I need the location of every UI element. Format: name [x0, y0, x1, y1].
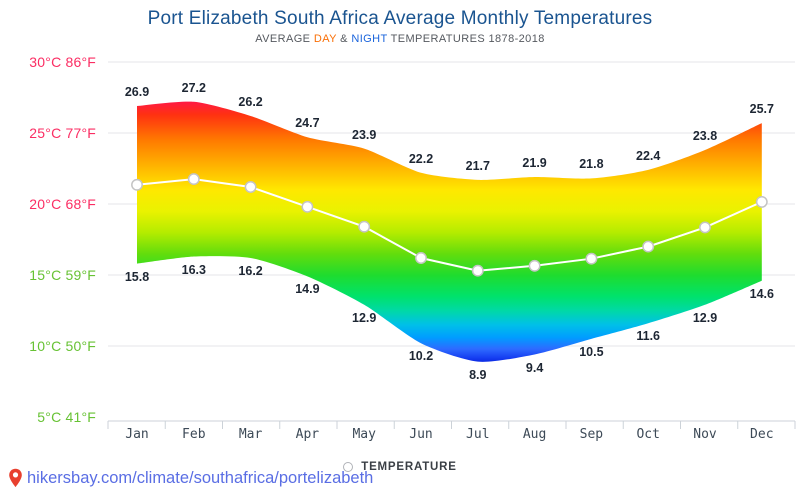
month-label: Nov — [693, 427, 717, 442]
mean-temperature-marker[interactable] — [585, 252, 598, 265]
y-axis-label: 25°C 77°F — [29, 125, 96, 141]
mean-temperature-line — [136, 178, 763, 272]
y-axis-label: 30°C 86°F — [29, 54, 96, 70]
day-value-label: 21.9 — [522, 156, 547, 171]
night-value-label: 15.8 — [124, 269, 150, 284]
night-value-label: 9.4 — [525, 360, 544, 375]
day-value-label: 22.2 — [408, 151, 434, 166]
month-label: Aug — [522, 427, 547, 442]
map-pin-icon — [9, 468, 22, 487]
legend-circle-icon — [343, 462, 354, 472]
mean-temperature-marker[interactable] — [244, 181, 257, 193]
day-value-label: 22.4 — [636, 148, 661, 163]
mean-temperature-marker[interactable] — [415, 252, 427, 264]
month-label: Oct — [636, 427, 660, 442]
night-value-label: 10.2 — [408, 349, 434, 364]
legend-label: TEMPERATURE — [361, 461, 457, 473]
temperature-band-area — [137, 101, 762, 362]
y-axis-title: TEMPERATURE — [0, 232, 98, 392]
night-value-label: 12.9 — [352, 310, 377, 325]
mean-temperature-marker[interactable] — [699, 221, 711, 234]
day-value-label: 23.8 — [692, 129, 718, 144]
day-value-label: 26.9 — [124, 85, 150, 100]
page-subtitle: AVERAGE DAY & NIGHT TEMPERATURES 1878-20… — [0, 33, 800, 45]
subtitle-rest: TEMPERATURES 1878-2018 — [387, 33, 545, 45]
night-value-label: 16.2 — [238, 263, 263, 278]
subtitle-day: DAY — [313, 33, 337, 45]
mean-temperature-marker[interactable] — [528, 259, 541, 272]
mean-temperature-marker[interactable] — [187, 173, 200, 186]
day-value-label: 26.2 — [238, 94, 263, 109]
mean-temperature-marker[interactable] — [358, 220, 371, 233]
night-value-label: 14.9 — [295, 282, 320, 297]
day-value-label: 27.2 — [181, 80, 206, 95]
subtitle-ampersand: & — [336, 33, 352, 45]
page-title: Port Elizabeth South Africa Average Mont… — [147, 8, 653, 29]
month-label: Feb — [182, 427, 206, 442]
night-value-label: 8.9 — [469, 367, 487, 382]
day-value-label: 21.8 — [579, 157, 604, 172]
mean-temperature-marker[interactable] — [131, 178, 143, 191]
legend: TEMPERATURE — [0, 459, 800, 475]
y-axis-label: 10°C 50°F — [29, 338, 96, 354]
mean-temperature-marker[interactable] — [301, 200, 314, 213]
y-axis-label: 15°C 59°F — [29, 267, 96, 283]
night-value-label: 16.3 — [181, 262, 206, 277]
month-label: Mar — [238, 427, 263, 442]
month-label: Dec — [750, 427, 774, 442]
mean-temperature-marker[interactable] — [471, 264, 484, 277]
month-label: May — [352, 427, 376, 442]
month-label: Jul — [466, 427, 490, 442]
footer: hikersbay.com/climate/southafrica/portel… — [8, 468, 373, 488]
site-url-link[interactable]: hikersbay.com/climate/southafrica/portel… — [27, 468, 374, 487]
month-label: Jan — [125, 427, 149, 442]
month-label: Sep — [579, 427, 604, 442]
subtitle-average: AVERAGE — [255, 33, 314, 45]
day-value-label: 24.7 — [295, 116, 320, 131]
mean-temperature-marker[interactable] — [642, 240, 655, 253]
y-axis-label: 20°C 68°F — [29, 196, 96, 212]
day-value-label: 21.7 — [465, 158, 490, 173]
month-label: Apr — [295, 427, 320, 442]
subtitle-night: NIGHT — [351, 33, 388, 45]
legend-item-temperature[interactable]: TEMPERATURE — [343, 461, 456, 473]
y-axis-label: 5°C 41°F — [37, 409, 96, 425]
night-value-label: 14.6 — [749, 286, 774, 301]
day-value-label: 25.7 — [749, 102, 774, 117]
month-label: Jun — [409, 427, 433, 442]
night-value-label: 11.6 — [636, 329, 660, 344]
night-value-label: 10.5 — [579, 344, 604, 359]
night-value-label: 12.9 — [692, 310, 718, 325]
day-value-label: 23.9 — [352, 127, 377, 142]
mean-temperature-marker[interactable] — [755, 195, 768, 208]
